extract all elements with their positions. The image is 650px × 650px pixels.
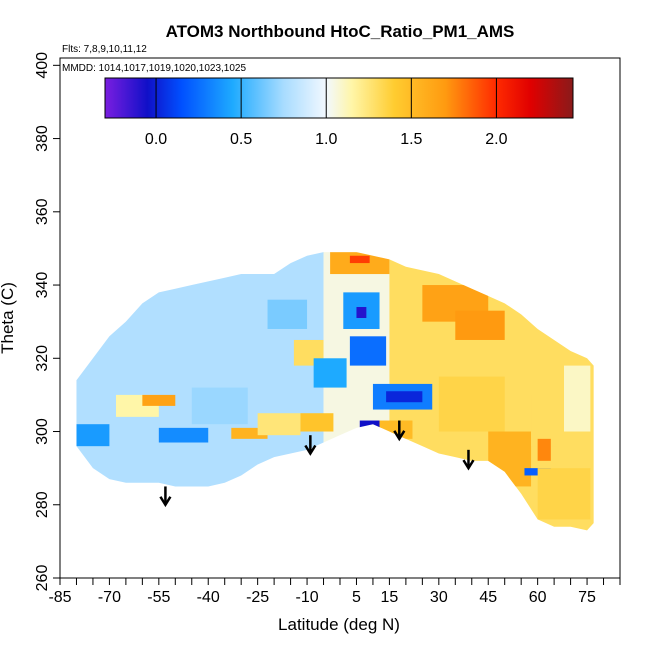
colorbar: 0.0 0.5 1.0 1.5 2.0	[104, 77, 574, 148]
heatmap-cell	[191, 387, 248, 425]
x-tick-label: -25	[246, 589, 269, 606]
colorbar-tick-label: 1.5	[400, 131, 422, 148]
y-axis-title: Theta (C)	[0, 282, 17, 354]
heatmap-cell	[356, 307, 367, 318]
x-tick-label: -85	[48, 589, 71, 606]
y-tick-label: 280	[34, 491, 51, 518]
heatmap-cell	[349, 336, 387, 366]
heatmap-cell	[438, 376, 505, 432]
y-tick-label: 400	[34, 52, 51, 79]
down-arrow-icon	[304, 435, 317, 456]
heatmap-cell	[313, 358, 347, 388]
x-tick-label: 30	[430, 589, 448, 606]
down-arrow-icon	[462, 449, 475, 471]
x-tick-label: -40	[197, 589, 220, 606]
x-tick-label: -70	[98, 589, 121, 606]
x-tick-label: 75	[578, 589, 596, 606]
x-tick-label: 5	[352, 589, 361, 606]
heatmap-cell	[267, 299, 308, 329]
heatmap-cell	[386, 391, 423, 403]
colorbar-tick-label: 0.0	[145, 131, 167, 148]
heatmap-cell	[349, 255, 370, 264]
y-tick-label: 320	[34, 345, 51, 372]
heatmap-cell	[537, 468, 591, 520]
x-tick-label: -55	[147, 589, 170, 606]
heatmap-cell	[158, 427, 209, 443]
x-axis-title: Latitude (deg N)	[278, 615, 400, 634]
heatmap-cell	[564, 365, 591, 432]
flights-subtitle: Flts: 7,8,9,10,11,12	[62, 44, 147, 55]
y-tick-label: 300	[34, 418, 51, 445]
y-tick-label: 260	[34, 565, 51, 592]
heatmap-cells	[76, 252, 594, 531]
dates-subtitle: MMDD: 1014,1017,1019,1020,1023,1025	[62, 63, 246, 74]
arrow-annotations	[159, 420, 475, 508]
heatmap-cell	[300, 413, 334, 432]
chart-title: ATOM3 Northbound HtoC_Ratio_PM1_AMS	[166, 22, 515, 41]
x-tick-label: 15	[381, 589, 399, 606]
heatmap-cell	[359, 420, 380, 428]
colorbar-tick-label: 0.5	[230, 131, 252, 148]
y-axis: 260 280 300 320 340 360 380 400	[34, 52, 60, 591]
colorbar-tick-label: 1.0	[315, 131, 337, 148]
heatmap-layer	[76, 252, 594, 531]
heatmap-cell	[488, 431, 532, 487]
colorbar-gradient	[104, 77, 574, 119]
heatmap-cell	[531, 394, 558, 447]
heatmap-cell	[379, 420, 413, 439]
heatmap-cell	[455, 310, 505, 340]
x-tick-label: 45	[479, 589, 497, 606]
down-arrow-icon	[393, 420, 406, 442]
colorbar-tick-label: 2.0	[485, 131, 507, 148]
x-tick-label: 60	[529, 589, 547, 606]
heatmap-cell	[231, 427, 268, 439]
down-arrow-icon	[159, 486, 172, 508]
y-tick-label: 340	[34, 272, 51, 299]
y-tick-label: 360	[34, 198, 51, 225]
heatmap-cell	[142, 394, 176, 406]
x-axis: -85 -70 -55 -40 -25 -10 5 15 30 45 60 75	[48, 578, 621, 606]
heatmap-cell	[330, 252, 390, 275]
x-tick-label: -10	[295, 589, 318, 606]
heatmap-cell	[257, 413, 301, 436]
y-tick-label: 380	[34, 125, 51, 152]
heatmap-cell	[537, 438, 551, 461]
heatmap-cell	[76, 424, 110, 447]
plot-area	[59, 57, 621, 579]
